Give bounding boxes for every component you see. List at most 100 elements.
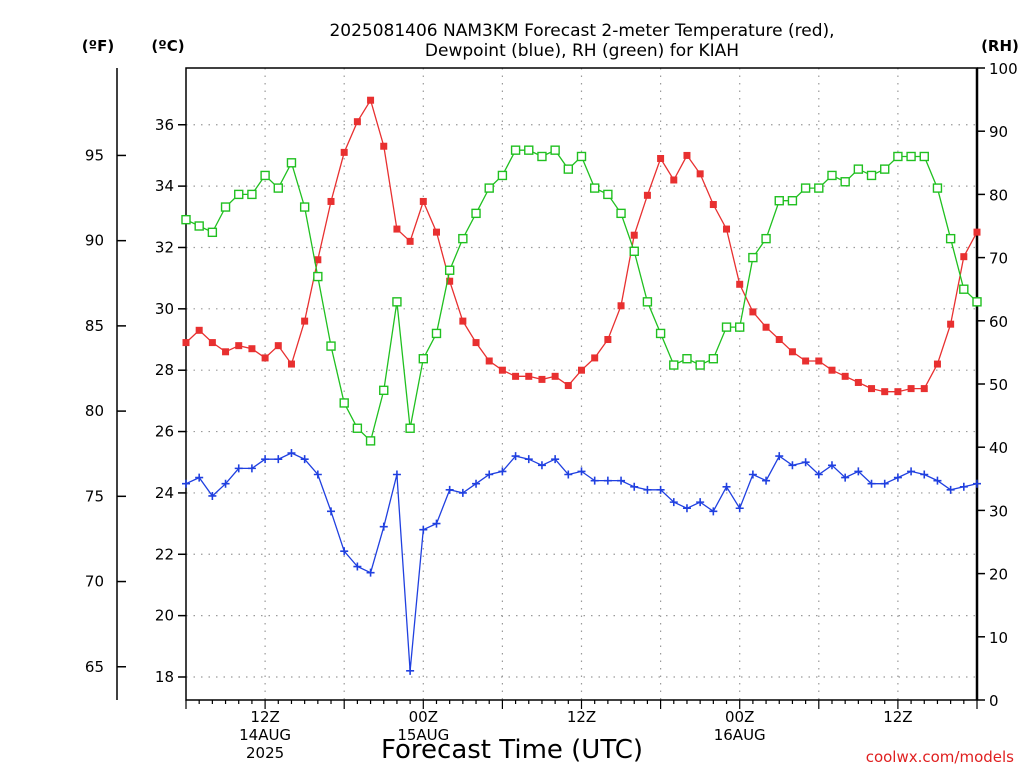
data-point [458, 233, 468, 244]
data-point [616, 208, 626, 219]
data-point [787, 196, 798, 206]
x-tick-label: 00Z [725, 708, 754, 726]
data-point [960, 253, 968, 261]
celsius-tick-label: 24 [155, 484, 174, 502]
data-point [972, 297, 982, 307]
data-point [261, 354, 269, 362]
celsius-tick-label: 22 [155, 545, 174, 563]
data-point [380, 142, 388, 150]
data-point [432, 519, 441, 528]
data-point [537, 461, 546, 470]
data-point [774, 196, 784, 206]
data-point [181, 214, 191, 225]
x-tick-label: 12Z [883, 708, 912, 726]
data-point [235, 342, 243, 350]
data-point [656, 485, 665, 494]
data-point [735, 504, 744, 513]
data-point [220, 202, 231, 212]
celsius-tick-label: 32 [155, 238, 174, 256]
data-point [524, 455, 533, 464]
data-point [524, 145, 534, 155]
data-point [630, 231, 638, 239]
data-point [736, 280, 744, 288]
data-series [181, 96, 982, 675]
data-point [459, 317, 467, 325]
data-point [669, 360, 679, 370]
celsius-tick-label: 26 [155, 423, 174, 441]
data-point [589, 183, 600, 193]
data-point [880, 164, 890, 174]
data-point [893, 473, 902, 482]
rh-tick-label: 70 [989, 250, 1008, 268]
data-point [234, 464, 243, 473]
series-0 [182, 96, 981, 396]
rh-tick-label: 80 [989, 186, 1008, 204]
data-point [853, 164, 864, 174]
data-point [894, 388, 902, 396]
data-point [497, 170, 508, 181]
rh-tick-label: 10 [989, 629, 1008, 647]
tick-labels: 18 20 22 24 26 28 30 32 34 36 65 70 75 80 85 90 95 0 10 20 3… [85, 60, 1018, 762]
data-point [194, 221, 204, 231]
data-point [195, 326, 203, 334]
data-point [920, 385, 928, 393]
rh-tick-label: 50 [989, 376, 1008, 394]
data-point [405, 423, 415, 433]
data-point [511, 452, 520, 461]
data-point [696, 498, 705, 507]
celsius-tick-label: 18 [155, 668, 174, 686]
chart-title-line-1: 2025081406 NAM3KM Forecast 2-meter Tempe… [329, 21, 834, 41]
data-point [393, 225, 401, 233]
rh-tick-label: 30 [989, 502, 1008, 520]
data-point [458, 488, 467, 497]
data-point [802, 357, 810, 365]
data-point [195, 473, 204, 482]
fahrenheit-tick-label: 80 [85, 402, 104, 420]
data-point [827, 461, 836, 470]
data-point [973, 228, 981, 236]
data-point [683, 151, 691, 159]
data-point [367, 96, 375, 104]
data-point [300, 455, 309, 464]
data-point [313, 470, 322, 479]
data-point [564, 470, 573, 479]
data-point [498, 467, 507, 476]
rh-tick-label: 40 [989, 439, 1008, 457]
data-point [841, 473, 850, 482]
data-point [299, 202, 310, 212]
data-point [854, 467, 863, 476]
data-point [749, 308, 757, 316]
data-point [577, 467, 586, 476]
data-point [472, 479, 481, 488]
data-point [379, 385, 389, 396]
data-point [657, 155, 665, 163]
data-point [828, 366, 836, 374]
data-point [392, 297, 402, 307]
data-point [326, 341, 336, 351]
fahrenheit-tick-label: 90 [85, 232, 104, 250]
data-point [339, 398, 349, 408]
data-point [538, 375, 546, 383]
data-point [274, 455, 283, 464]
data-point [247, 189, 257, 200]
data-point [643, 485, 652, 494]
data-point [814, 470, 823, 479]
rh-tick-label: 20 [989, 566, 1008, 584]
data-point [669, 498, 678, 507]
data-point [840, 177, 850, 187]
data-point [353, 562, 362, 571]
data-point [471, 208, 481, 219]
data-point [801, 458, 810, 467]
data-point [973, 479, 981, 488]
fahrenheit-tick-label: 65 [85, 658, 104, 676]
data-point [563, 164, 574, 174]
data-point [800, 183, 811, 193]
fahrenheit-tick-label: 85 [85, 317, 104, 335]
data-point [287, 449, 296, 458]
data-point [550, 145, 560, 155]
data-point [578, 366, 585, 374]
x-tick-label: 16AUG [714, 726, 766, 744]
data-point [419, 197, 427, 205]
